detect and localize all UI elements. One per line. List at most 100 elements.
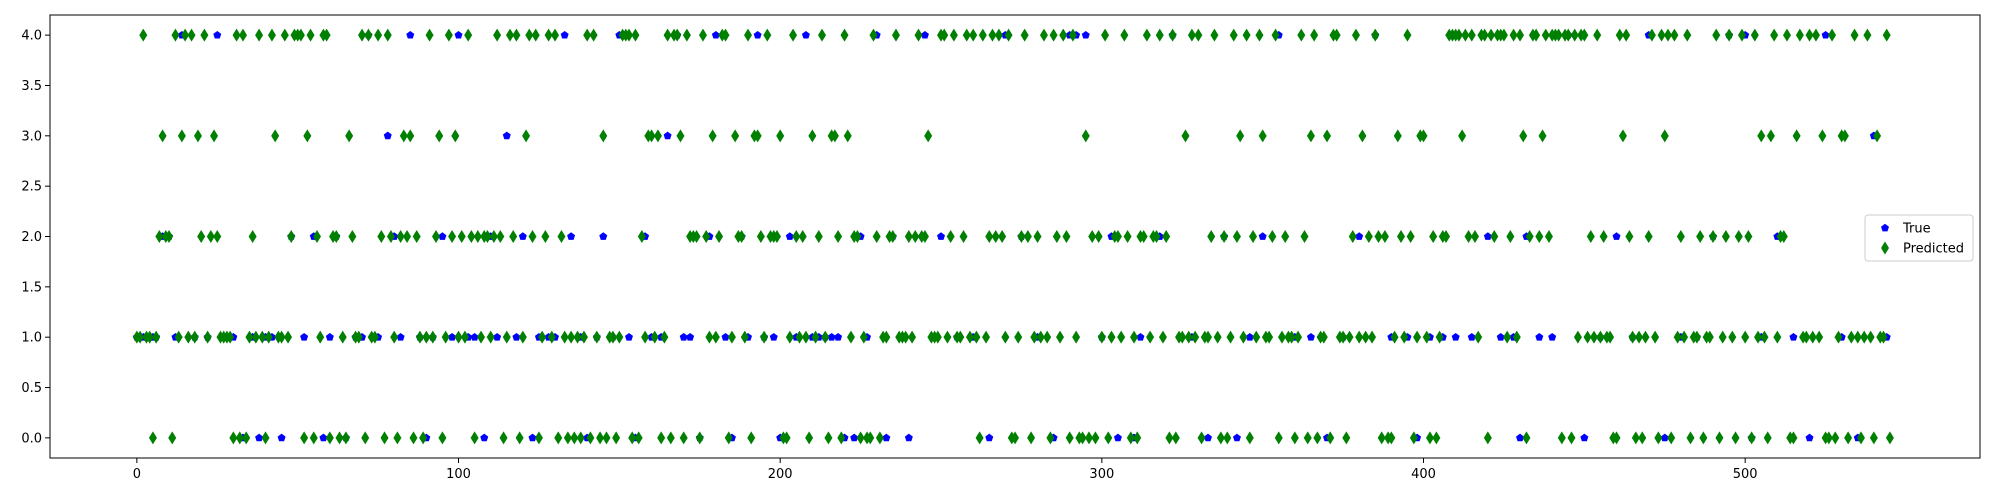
point-true	[721, 332, 730, 341]
point-predicted	[673, 28, 682, 42]
y-tick-label: 2.5	[21, 180, 42, 195]
point-predicted	[1641, 330, 1650, 344]
point-true	[325, 332, 334, 341]
point-predicted	[1503, 330, 1512, 344]
point-predicted	[415, 330, 424, 344]
point-predicted	[197, 230, 206, 243]
point-true	[528, 433, 537, 442]
point-predicted	[1506, 230, 1515, 243]
point-predicted	[190, 330, 199, 344]
point-true	[850, 433, 859, 442]
point-predicted	[795, 330, 804, 344]
point-predicted	[1011, 431, 1019, 445]
point-predicted	[592, 330, 601, 344]
point-predicted	[309, 431, 318, 445]
point-predicted	[1487, 28, 1496, 42]
point-predicted	[1403, 28, 1412, 42]
point-predicted	[1355, 330, 1364, 344]
point-predicted	[1220, 230, 1229, 243]
point-predicted	[1023, 230, 1032, 243]
point-predicted	[1474, 330, 1483, 344]
point-predicted	[547, 330, 556, 344]
point-predicted	[1271, 28, 1280, 42]
point-predicted	[650, 330, 659, 344]
point-predicted	[821, 330, 830, 344]
point-predicted	[322, 28, 331, 42]
point-predicted	[1249, 230, 1258, 243]
point-predicted	[1844, 431, 1853, 445]
point-predicted	[586, 431, 595, 445]
point-predicted	[1303, 431, 1312, 445]
point-predicted	[1097, 330, 1106, 344]
point-predicted	[1226, 330, 1235, 344]
point-predicted	[1734, 230, 1743, 243]
x-tick-label: 300	[1089, 467, 1114, 482]
point-predicted	[747, 431, 756, 445]
point-predicted	[515, 431, 524, 445]
point-true	[1612, 232, 1621, 240]
point-predicted	[1184, 330, 1193, 344]
point-predicted	[1017, 230, 1026, 243]
point-true	[470, 332, 479, 341]
point-predicted	[811, 330, 820, 344]
point-predicted	[573, 330, 582, 344]
point-predicted	[615, 330, 624, 344]
point-predicted	[1692, 330, 1701, 344]
point-predicted	[702, 230, 711, 243]
point-true	[1204, 433, 1212, 442]
point-predicted	[1863, 28, 1872, 42]
point-predicted	[824, 431, 833, 445]
point-predicted	[1358, 129, 1367, 143]
point-predicted	[1470, 230, 1479, 243]
point-predicted	[1618, 129, 1627, 143]
legend: True Predicted	[1864, 214, 1974, 262]
point-predicted	[1869, 431, 1878, 445]
point-predicted	[358, 28, 367, 42]
point-predicted	[470, 431, 479, 445]
point-predicted	[946, 230, 955, 243]
point-predicted	[1265, 330, 1274, 344]
point-predicted	[1670, 28, 1679, 42]
point-predicted	[1660, 129, 1669, 143]
point-predicted	[1242, 28, 1251, 42]
point-predicted	[505, 28, 514, 42]
point-predicted	[518, 330, 527, 344]
x-tick-label: 500	[1733, 467, 1758, 482]
point-predicted	[496, 230, 505, 243]
point-predicted	[1705, 330, 1714, 344]
point-predicted	[891, 28, 900, 42]
point-predicted	[1351, 28, 1360, 42]
point-true	[396, 332, 405, 341]
point-predicted	[1268, 230, 1277, 243]
point-predicted	[187, 28, 196, 42]
point-predicted	[502, 330, 511, 344]
point-predicted	[557, 230, 566, 243]
point-predicted	[1699, 431, 1708, 445]
y-tick-label: 1.0	[21, 331, 42, 346]
point-predicted	[525, 28, 534, 42]
point-predicted	[959, 230, 968, 243]
point-predicted	[715, 230, 724, 243]
point-predicted	[1853, 330, 1862, 344]
point-predicted	[1364, 230, 1373, 243]
point-predicted	[1194, 28, 1203, 42]
point-predicted	[1348, 230, 1357, 243]
point-predicted	[534, 431, 543, 445]
point-predicted	[1805, 28, 1814, 42]
point-predicted	[1541, 28, 1550, 42]
point-predicted	[666, 431, 675, 445]
point-predicted	[1631, 431, 1640, 445]
point-predicted	[1454, 28, 1463, 42]
point-true	[1516, 433, 1525, 442]
point-predicted	[1538, 129, 1547, 143]
y-tick-label: 3.0	[21, 129, 42, 144]
point-predicted	[1081, 129, 1090, 143]
point-predicted	[168, 431, 177, 445]
point-predicted	[177, 129, 186, 143]
point-predicted	[448, 230, 457, 243]
point-predicted	[1606, 330, 1615, 344]
point-predicted	[248, 230, 257, 243]
point-predicted	[1014, 330, 1023, 344]
point-predicted	[1879, 330, 1888, 344]
